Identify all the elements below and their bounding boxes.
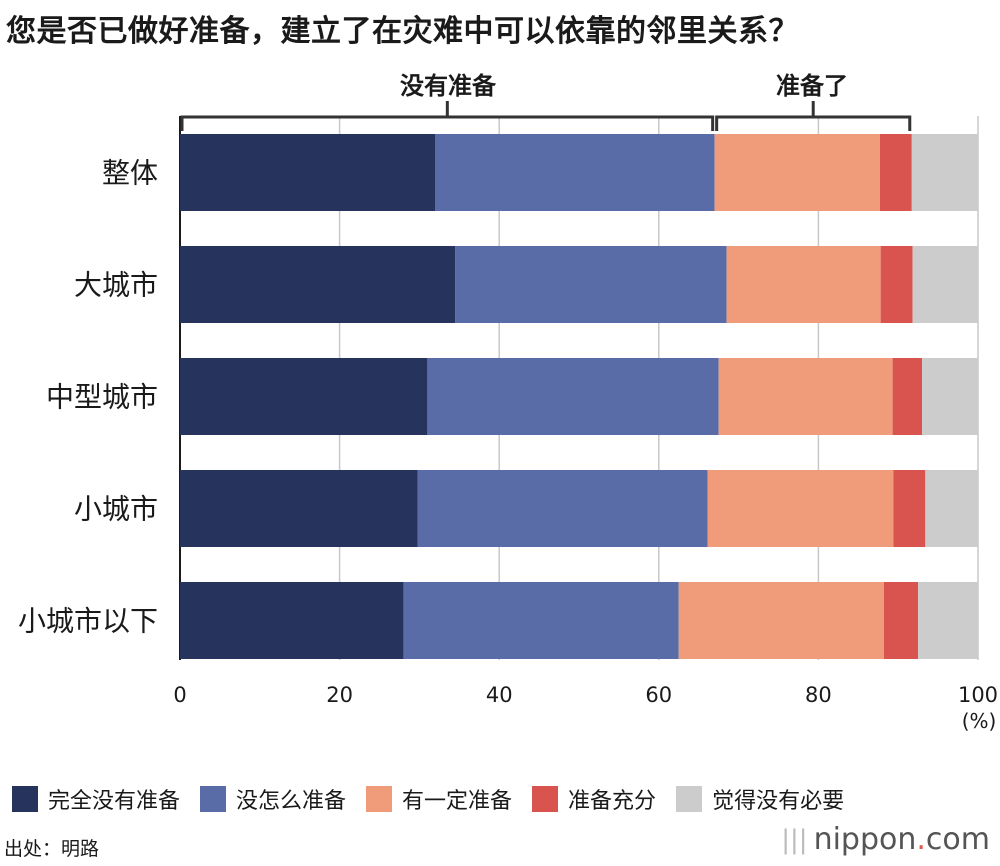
legend-item: 没怎么准备 [200,783,346,815]
legend-item: 完全没有准备 [12,783,180,815]
category-label: 中型城市 [46,381,158,414]
logo-dot: . [916,822,926,857]
bar-segment [892,358,923,435]
bar-segment [912,246,978,323]
x-tick-label: 40 [486,683,513,707]
bars [180,134,978,659]
x-tick-label: 60 [645,683,672,707]
x-tick-label: 20 [326,683,353,707]
bracket-not-ready [180,115,715,131]
legend-label: 准备充分 [568,789,657,814]
bar-segment [718,358,893,435]
category-label: 小城市以下 [18,605,158,638]
bar-segment [403,582,679,659]
legend-swatch [676,786,703,812]
legend-swatch [366,786,393,812]
logo-text: nippon [813,822,917,857]
bar-segment [879,134,912,211]
bar-segment [180,470,418,547]
x-tick-labels: 0 20 40 60 80 100 [173,683,998,707]
bar-segment [880,246,913,323]
legend-swatch [200,786,227,812]
bar-segment [893,470,926,547]
legend-item: 准备充分 [532,783,656,815]
bar-segment [726,246,881,323]
bar-segment [922,358,978,435]
bar-segment [417,470,708,547]
category-label: 大城市 [74,269,158,302]
group-brackets: 没有准备 准备了 [180,72,912,131]
bracket-label-not-ready: 没有准备 [400,72,497,100]
bar-segment [883,582,919,659]
bracket-label-ready: 准备了 [776,72,848,100]
legend-label: 有一定准备 [402,789,513,814]
x-tick-label: 100 [958,683,998,707]
bar-segment [707,470,894,547]
legend-swatch [12,786,38,812]
logo-mark-icon: ||| [781,824,808,855]
legend-swatch [532,786,559,812]
legend-label: 没怎么准备 [236,789,347,814]
bar-segment [678,582,884,659]
logo-tld: com [925,822,990,857]
bar-segment [180,582,404,659]
bar-segment [180,246,456,323]
bar-segment [714,134,880,211]
bar-segment [455,246,727,323]
x-tick-label: 0 [173,683,186,707]
legend: 完全没有准备 没怎么准备 有一定准备 准备充分 觉得没有必要 [12,783,864,815]
bracket-ready [715,115,912,131]
chart-title: 您是否已做好准备，建立了在灾难中可以依靠的邻里关系？ [6,14,799,49]
bar-segment [180,134,436,211]
bar-segment [427,358,719,435]
x-tick-label: 80 [805,683,832,707]
bar-segment [911,134,978,211]
bar-segment [918,582,978,659]
legend-label: 完全没有准备 [48,789,181,814]
legend-label: 觉得没有必要 [712,789,845,814]
bar-segment [925,470,978,547]
legend-item: 觉得没有必要 [676,783,844,815]
category-label: 整体 [102,157,158,190]
category-label: 小城市 [74,493,158,526]
source-note: 出处：明路 [4,838,100,860]
legend-item: 有一定准备 [366,783,512,815]
nippon-logo: ||| nippon. com [781,822,990,857]
x-axis-unit: (%) [962,709,997,733]
bar-segment [435,134,715,211]
bar-segment [180,358,428,435]
